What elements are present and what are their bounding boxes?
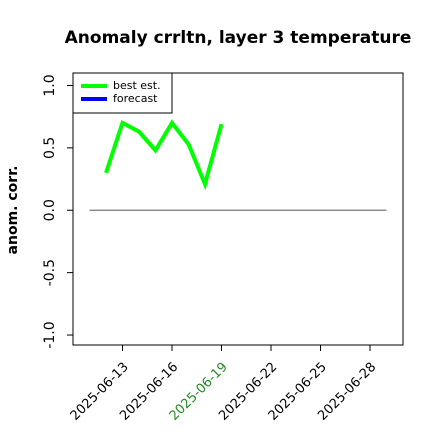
series-line: [104, 119, 224, 191]
y-tick-label: 1.0: [42, 74, 58, 96]
legend-label: forecast: [113, 92, 158, 105]
legend-label: best est.: [113, 79, 161, 92]
y-tick-label: -0.5: [42, 259, 58, 286]
y-tick-label: -1.0: [42, 321, 58, 348]
y-tick-label: 0.0: [42, 199, 58, 221]
y-axis-label: anom. corr.: [5, 166, 21, 255]
y-tick-label: 0.5: [42, 137, 58, 159]
legend-box: [72, 72, 173, 114]
chart-title: Anomaly crrltn, layer 3 temperature: [65, 28, 412, 48]
plot-frame: [72, 72, 404, 346]
